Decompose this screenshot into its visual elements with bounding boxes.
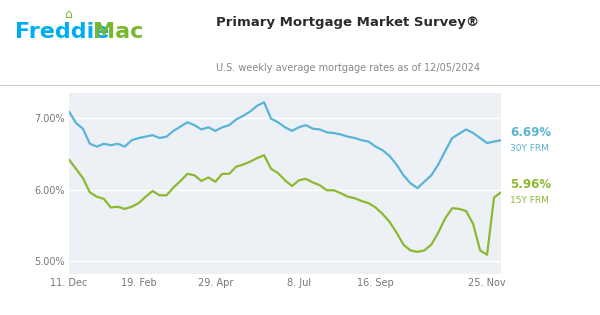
Text: Freddie: Freddie — [15, 21, 109, 42]
Text: Mac: Mac — [93, 21, 143, 42]
Text: 15Y FRM: 15Y FRM — [510, 196, 549, 205]
Text: ⌂: ⌂ — [64, 8, 72, 21]
Text: 30Y FRM: 30Y FRM — [510, 144, 549, 152]
Text: 6.69%: 6.69% — [510, 126, 551, 139]
Text: Primary Mortgage Market Survey®: Primary Mortgage Market Survey® — [216, 16, 479, 29]
Text: 5.96%: 5.96% — [510, 178, 551, 191]
Text: U.S. weekly average mortgage rates as of 12/05/2024: U.S. weekly average mortgage rates as of… — [216, 63, 480, 73]
